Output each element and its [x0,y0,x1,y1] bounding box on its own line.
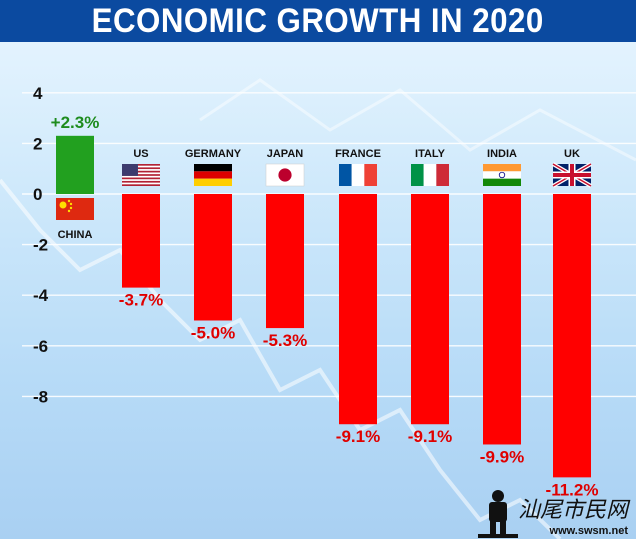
watermark-text: 汕尾市民网 [517,498,628,523]
value-label: -9.9% [480,447,524,466]
chart-title: ECONOMIC GROWTH IN 2020 [91,1,545,40]
value-label: -9.1% [336,427,380,446]
china-flag-icon [56,198,94,220]
germany-flag-icon [194,164,232,186]
india-flag-icon [483,164,521,186]
bar-india [483,194,521,445]
value-label: -3.7% [119,291,163,310]
category-label: INDIA [487,148,517,160]
category-label: GERMANY [185,148,242,160]
category-label: US [133,148,148,160]
category-label: FRANCE [335,148,381,160]
watermark: 汕尾市民网 www.swsm.net [470,486,636,539]
value-label: -9.1% [408,427,452,446]
category-label: UK [564,148,580,160]
bar-china [56,135,94,194]
y-tick-label: -2 [33,236,48,255]
value-label: -5.0% [191,324,235,343]
bar-uk [553,194,591,478]
y-tick-label: -6 [33,337,48,356]
category-label: CHINA [58,229,93,241]
title-banner: ECONOMIC GROWTH IN 2020 [0,0,636,42]
value-label: +2.3% [51,113,100,132]
y-tick-label: 4 [33,84,43,103]
trend-line-decoration [0,178,562,539]
bar-germany [194,194,232,321]
y-tick-label: 2 [33,134,42,153]
category-label: ITALY [415,148,446,160]
category-label: JAPAN [267,148,304,160]
y-tick-label: -4 [33,286,49,305]
bar-us [122,194,160,288]
value-label: -5.3% [263,331,307,350]
background-decoration [0,78,636,539]
uk-flag-icon [551,162,593,188]
trend-line-decoration [199,78,636,162]
watermark-url: www.swsm.net [549,525,628,537]
bar-japan [266,194,304,329]
bar-france [339,194,377,425]
y-tick-label: -8 [33,387,48,406]
figure-silhouette-icon [478,490,518,538]
bar-italy [411,194,449,425]
value-label: -11.2% [546,480,599,499]
italy-flag-icon [411,164,449,186]
y-tick-label: 0 [33,185,42,204]
japan-flag-icon [265,163,305,187]
france-flag-icon [339,164,377,186]
us-flag-icon [122,164,160,186]
